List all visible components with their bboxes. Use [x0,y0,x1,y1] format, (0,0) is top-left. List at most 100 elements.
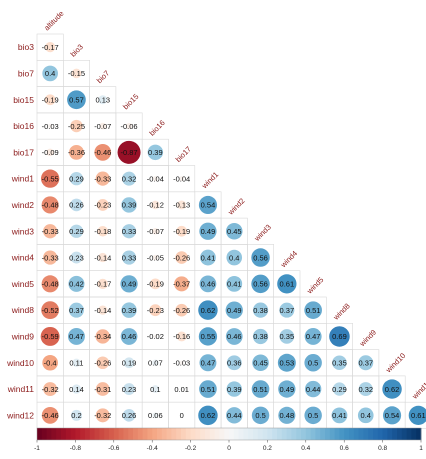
correlation-circle [180,387,183,391]
correlation-circle [199,275,217,293]
row-label: bio17 [13,147,34,157]
column-label: bio7 [95,69,111,85]
correlation-circle [41,406,59,424]
colorbar-segment [176,428,182,440]
correlation-circle [98,305,108,315]
colorbar-segment [195,428,201,440]
colorbar-segment [161,428,167,440]
correlation-value-label: 0.41 [332,411,347,420]
correlation-value-label: 0.33 [122,227,137,236]
correlation-circle [331,407,348,424]
colorbar-segment [238,428,244,440]
correlation-circle [68,275,85,292]
correlation-value-label: 0.29 [332,385,347,394]
correlation-circle [382,379,402,399]
column-label: bio16 [147,118,166,137]
row-label: wind12 [6,410,34,420]
correlation-circle [252,302,269,318]
correlation-circle [252,354,269,372]
correlation-circle [41,275,59,293]
correlation-circle [117,140,141,164]
colorbar-segment [411,428,417,440]
correlation-value-label: 0.32 [122,174,137,183]
correlation-value-label: -0.33 [42,227,59,236]
correlation-value-label: -0.59 [42,332,59,341]
correlation-value-label: 0.01 [174,385,189,394]
colorbar-segment [61,428,67,440]
correlation-circle [95,408,110,423]
correlation-value-label: 0.44 [306,385,321,394]
colorbar-segment [85,428,91,440]
colorbar-segment [147,428,153,440]
correlation-value-label: -0.46 [94,148,111,157]
correlation-value-label: 0.23 [122,385,137,394]
colorbar-segment [46,428,52,440]
correlation-circle [69,144,84,160]
correlation-value-label: -0.23 [147,306,164,315]
correlation-value-label: 0.41 [201,253,216,262]
correlation-circle [44,94,56,106]
colorbar-segment [315,428,321,440]
colorbar-segment [80,428,86,440]
colorbar-segment [358,428,364,440]
correlation-value-label: 0.46 [122,332,137,341]
correlation-circle [121,302,137,318]
colorbar-segment [219,428,225,440]
correlation-value-label: -0.13 [173,201,190,210]
correlation-circle [151,200,160,210]
correlation-circle [329,326,350,347]
colorbar-tick-label: -0.2 [185,445,197,452]
correlation-circle [152,227,159,235]
correlation-circle [95,382,110,396]
correlation-value-label: 0.49 [227,306,242,315]
correlation-circle [175,251,188,264]
correlation-circle [226,355,242,371]
correlation-circle [304,327,322,345]
colorbar-segment [305,428,311,440]
correlation-circle [252,328,269,345]
column-label: bio15 [121,92,140,111]
correlation-circle [40,169,60,188]
column-label: bio17 [174,145,193,164]
colorbar-segment [157,428,163,440]
correlation-circle [304,380,322,398]
colorbar-segment [233,428,239,440]
correlation-circle [48,123,53,129]
correlation-value-label: 0.54 [385,411,400,420]
correlation-value-label: -0.09 [42,148,59,157]
correlation-circle [175,303,188,317]
colorbar-segment [272,428,278,440]
correlation-circle [332,382,347,396]
correlation-circle [42,354,58,371]
correlation-circle [279,329,295,344]
correlation-circle [95,329,110,344]
colorbar-segment [56,428,62,440]
correlation-circle [96,356,110,370]
colorbar-segment [286,428,292,440]
correlation-value-label: 0.29 [69,174,84,183]
correlation-circle [277,353,296,372]
correlation-circle [200,249,216,266]
correlation-circle [121,224,137,239]
correlation-circle [99,122,107,130]
colorbar-segment [382,428,388,440]
colorbar-segment [137,428,143,440]
colorbar-segment [166,428,172,440]
correlation-value-label: 0.37 [358,358,373,367]
colorbar-segment [185,428,191,440]
correlation-value-label: -0.4 [44,358,57,367]
correlation-circle [408,405,426,425]
colorbar-segment [349,428,355,440]
correlation-value-label: 0.57 [69,95,84,104]
colorbar-segment [37,428,43,440]
column-label: wind4 [278,249,299,270]
colorbar-tick-label: 0 [227,445,231,452]
correlation-value-label: 0.07 [148,358,163,367]
correlation-value-label: -0.52 [42,306,59,315]
correlation-circle [151,385,160,393]
correlation-circle [251,406,270,425]
correlation-circle [72,358,81,367]
column-label: wind8 [331,301,352,322]
correlation-value-label: 0.4 [45,69,55,78]
colorbar-segment [267,428,273,440]
